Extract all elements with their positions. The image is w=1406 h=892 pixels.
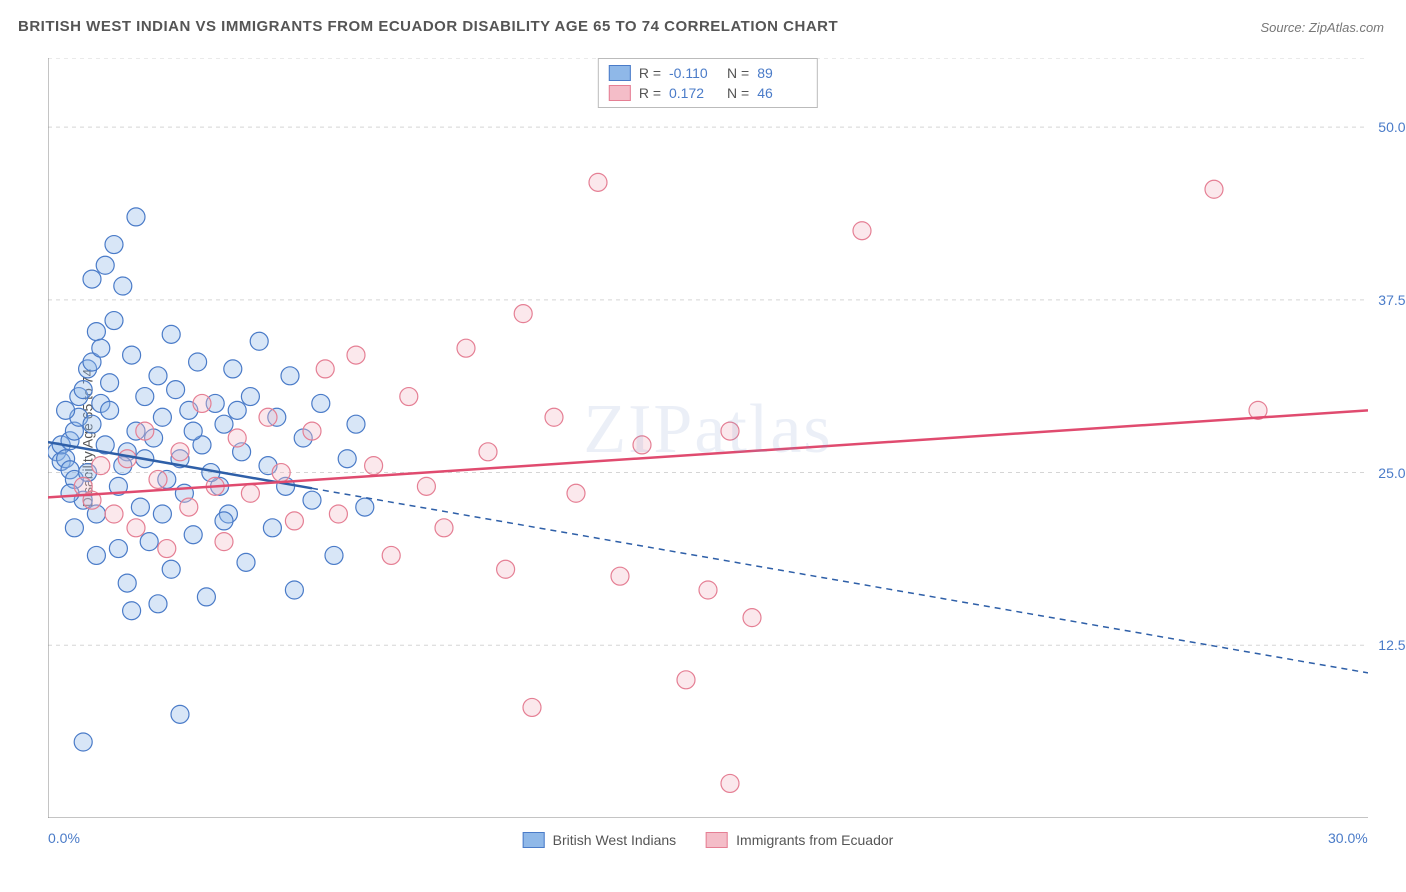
r-value-0: -0.110	[669, 65, 719, 81]
y-tick-label: 50.0%	[1378, 119, 1406, 135]
legend-item-0: British West Indians	[523, 832, 676, 848]
source-attribution: Source: ZipAtlas.com	[1260, 20, 1384, 35]
plot-area: Disability Age 65 to 74 ZIPatlas R = -0.…	[48, 58, 1368, 818]
correlation-legend: R = -0.110 N = 89 R = 0.172 N = 46	[598, 58, 818, 108]
x-tick-label: 0.0%	[48, 830, 80, 846]
n-value-1: 46	[757, 85, 807, 101]
chart-title: BRITISH WEST INDIAN VS IMMIGRANTS FROM E…	[18, 18, 838, 35]
legend-swatch-blue	[609, 65, 631, 81]
series-legend: British West Indians Immigrants from Ecu…	[523, 832, 894, 848]
n-value-0: 89	[757, 65, 807, 81]
y-tick-label: 37.5%	[1378, 292, 1406, 308]
r-label-1: R =	[639, 85, 661, 101]
legend-swatch-pink-bottom	[706, 832, 728, 848]
legend-item-1: Immigrants from Ecuador	[706, 832, 893, 848]
y-tick-label: 25.0%	[1378, 465, 1406, 481]
legend-swatch-pink	[609, 85, 631, 101]
legend-swatch-blue-bottom	[523, 832, 545, 848]
n-label-0: N =	[727, 65, 749, 81]
chart-container: BRITISH WEST INDIAN VS IMMIGRANTS FROM E…	[0, 0, 1406, 892]
scatter-svg	[48, 58, 1368, 818]
x-tick-label: 30.0%	[1328, 830, 1368, 846]
r-label-0: R =	[639, 65, 661, 81]
series-name-1: Immigrants from Ecuador	[736, 832, 893, 848]
n-label-1: N =	[727, 85, 749, 101]
legend-row-1: R = 0.172 N = 46	[609, 83, 807, 103]
r-value-1: 0.172	[669, 85, 719, 101]
legend-row-0: R = -0.110 N = 89	[609, 63, 807, 83]
y-tick-label: 12.5%	[1378, 637, 1406, 653]
series-name-0: British West Indians	[553, 832, 676, 848]
